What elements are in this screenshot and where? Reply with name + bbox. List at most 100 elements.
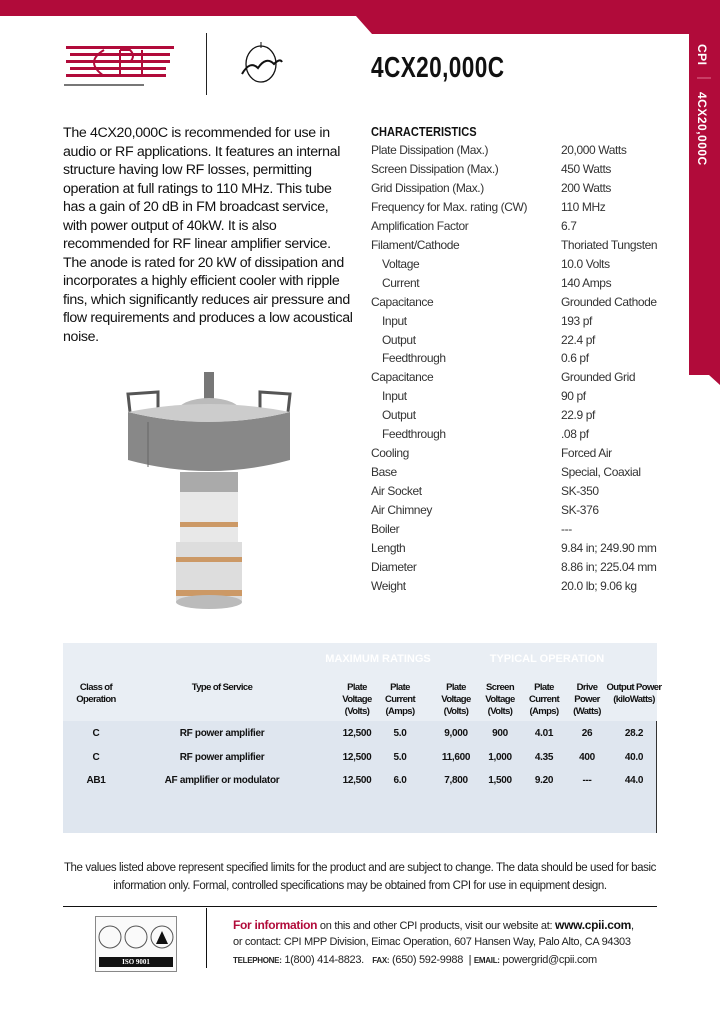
logo-divider bbox=[206, 33, 207, 95]
characteristic-value: 450 Watts bbox=[561, 161, 611, 176]
characteristic-label: Frequency for Max. rating (CW) bbox=[371, 199, 528, 214]
characteristic-label: Feedthrough bbox=[382, 427, 446, 442]
tube-photo bbox=[126, 372, 292, 609]
characteristic-row: Current 140 Amps bbox=[371, 276, 689, 295]
characteristic-value: SK-376 bbox=[561, 503, 599, 518]
characteristic-value: 20.0 lb; 9.06 kg bbox=[561, 578, 637, 593]
table-cell: 5.0 bbox=[393, 728, 407, 739]
characteristic-row: Air Socket SK-350 bbox=[371, 484, 689, 503]
table-cell: 40.0 bbox=[624, 751, 644, 763]
email-link[interactable]: powergrid@cpii.com bbox=[502, 954, 597, 966]
characteristic-value: --- bbox=[561, 522, 572, 536]
fax-label: FAX: bbox=[372, 956, 390, 965]
characteristic-value: 8.86 in; 225.04 mm bbox=[561, 559, 657, 574]
header-band bbox=[0, 0, 720, 34]
characteristic-row: Feedthrough 0.6 pf bbox=[371, 351, 689, 370]
eimac-logo bbox=[241, 42, 283, 83]
table-cell: AB1 bbox=[86, 775, 106, 786]
characteristic-value: .08 pf bbox=[561, 427, 589, 442]
footer-divider bbox=[63, 906, 657, 907]
characteristic-value: 90 pf bbox=[561, 389, 586, 404]
certification-seals-icon bbox=[98, 925, 174, 949]
table-cell: 12,500 bbox=[342, 751, 372, 763]
intro-paragraph: The 4CX20,000C is recommended for use in… bbox=[63, 125, 353, 345]
characteristic-row: Input 193 pf bbox=[371, 314, 689, 333]
column-header: Type of Service bbox=[191, 682, 253, 693]
characteristic-label: Air Socket bbox=[371, 484, 422, 499]
column-header: Plate Voltage (Volts) bbox=[342, 682, 372, 717]
characteristic-label: Output bbox=[382, 408, 416, 423]
characteristic-label: Output bbox=[382, 332, 416, 347]
characteristic-label: Base bbox=[371, 465, 397, 480]
column-header: Plate Voltage (Volts) bbox=[441, 682, 471, 717]
characteristic-row: Capacitance Grounded Cathode bbox=[371, 295, 689, 314]
characteristic-row: Amplification Factor 6.7 bbox=[371, 219, 689, 238]
characteristic-label: Cooling bbox=[371, 446, 409, 461]
characteristic-label: Screen Dissipation (Max.) bbox=[371, 161, 499, 176]
footer-vertical-divider bbox=[206, 908, 207, 968]
table-cell: C bbox=[92, 751, 100, 763]
table-cell: 5.0 bbox=[393, 751, 407, 763]
table-cell: 26 bbox=[581, 728, 593, 739]
characteristic-value: 193 pf bbox=[561, 313, 592, 328]
table-cell: 1,000 bbox=[488, 751, 512, 763]
column-header: Class of Operation bbox=[76, 682, 116, 705]
characteristic-value: Grounded Cathode bbox=[561, 294, 657, 309]
table-cell: 400 bbox=[579, 751, 595, 763]
characteristic-row: Air Chimney SK-376 bbox=[371, 503, 689, 522]
table-cell: 11,600 bbox=[441, 751, 471, 763]
characteristic-row: Capacitance Grounded Grid bbox=[371, 370, 689, 389]
characteristic-label: Feedthrough bbox=[382, 351, 446, 366]
characteristic-label: Boiler bbox=[371, 522, 400, 536]
characteristic-label: Length bbox=[371, 540, 406, 555]
table-cell: --- bbox=[582, 775, 592, 786]
table-cell: RF power amplifier bbox=[179, 751, 265, 763]
table-cell: 28.2 bbox=[624, 728, 644, 739]
table-cell: 4.01 bbox=[534, 728, 554, 739]
characteristic-row: Grid Dissipation (Max.) 200 Watts bbox=[371, 181, 689, 200]
characteristic-value: 10.0 Volts bbox=[561, 256, 610, 271]
group-maximum-ratings: MAXIMUM RATINGS bbox=[325, 653, 431, 665]
table-cell: 12,500 bbox=[342, 775, 372, 786]
table-cell: 7,800 bbox=[444, 775, 468, 786]
table-cell: 44.0 bbox=[624, 775, 644, 786]
characteristic-value: SK-350 bbox=[561, 484, 599, 499]
column-header: Drive Power (Watts) bbox=[573, 682, 601, 717]
characteristic-value: 22.9 pf bbox=[561, 408, 595, 423]
iso-certification-badge: ISO 9001 bbox=[95, 916, 177, 972]
characteristic-label: Capacitance bbox=[371, 370, 434, 385]
characteristic-row: Feedthrough .08 pf bbox=[371, 427, 689, 446]
column-header: Screen Voltage (Volts) bbox=[485, 682, 515, 717]
website-link[interactable]: www.cpii.com bbox=[555, 918, 632, 932]
characteristic-row: Length 9.84 in; 249.90 mm bbox=[371, 541, 689, 560]
characteristic-label: Air Chimney bbox=[371, 503, 432, 518]
product-title: 4CX20,000C bbox=[371, 52, 505, 84]
table-cell: 900 bbox=[492, 728, 508, 739]
side-tab bbox=[689, 0, 720, 385]
fax-number: (650) 592-9988 bbox=[392, 954, 464, 966]
characteristic-value: Grounded Grid bbox=[561, 370, 636, 385]
table-cell: C bbox=[92, 728, 100, 739]
table-cell: AF amplifier or modulator bbox=[164, 775, 280, 786]
characteristic-value: 22.4 pf bbox=[561, 332, 595, 347]
characteristic-value: 110 MHz bbox=[561, 199, 606, 214]
characteristic-value: 140 Amps bbox=[561, 275, 612, 290]
characteristic-label: Filament/Cathode bbox=[371, 237, 460, 252]
characteristic-row: Screen Dissipation (Max.) 450 Watts bbox=[371, 162, 689, 181]
telephone-number: 1(800) 414-8823. bbox=[284, 954, 364, 966]
email-label: EMAIL: bbox=[473, 956, 500, 965]
ratings-table-header bbox=[63, 643, 657, 721]
characteristic-label: Capacitance bbox=[371, 294, 434, 309]
characteristic-value: 6.7 bbox=[561, 218, 577, 233]
characteristic-row: Weight 20.0 lb; 9.06 kg bbox=[371, 579, 689, 598]
characteristic-row: Output 22.4 pf bbox=[371, 333, 689, 352]
characteristic-value: 9.84 in; 249.90 mm bbox=[561, 540, 657, 555]
table-cell: 6.0 bbox=[393, 775, 407, 786]
characteristic-row: Cooling Forced Air bbox=[371, 446, 689, 465]
characteristic-row: Filament/Cathode Thoriated Tungsten bbox=[371, 238, 689, 257]
disclaimer-note: The values listed above represent specif… bbox=[63, 862, 657, 892]
characteristic-label: Plate Dissipation (Max.) bbox=[371, 143, 489, 157]
table-cell: 1,500 bbox=[488, 775, 512, 786]
characteristics-heading: CHARACTERISTICS bbox=[371, 124, 477, 139]
table-cell: 4.35 bbox=[534, 751, 554, 763]
